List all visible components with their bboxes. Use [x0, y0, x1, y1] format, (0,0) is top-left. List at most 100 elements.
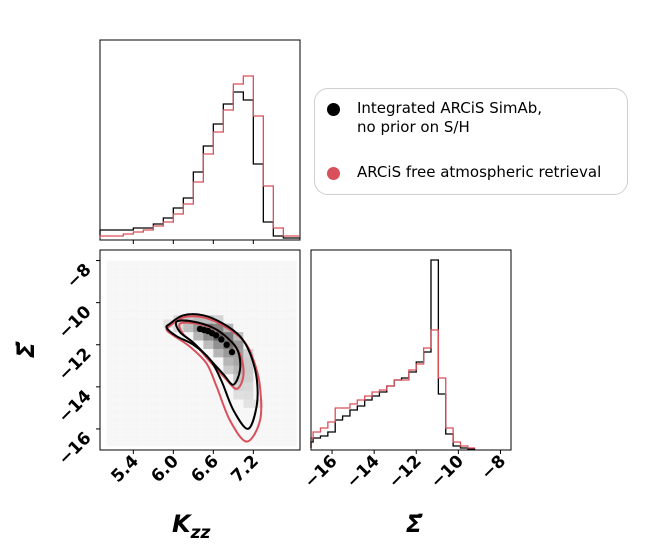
- density-background-cell: [127, 387, 137, 396]
- density-background-cell: [187, 362, 197, 371]
- density-background-cell: [157, 303, 167, 312]
- density-background-cell: [217, 303, 227, 312]
- density-background-cell: [267, 370, 277, 379]
- density-background-cell: [107, 328, 117, 337]
- density-background-cell: [127, 353, 137, 362]
- density-cell: [203, 340, 214, 349]
- density-background-cell: [127, 336, 137, 345]
- density-cell: [233, 340, 244, 349]
- density-background-cell: [137, 311, 147, 320]
- density-background-cell: [197, 378, 207, 387]
- density-background-cell: [157, 429, 167, 438]
- x-tick-label-sigma-dot: −10: [427, 451, 468, 492]
- density-background-cell: [137, 395, 147, 404]
- density-background-cell: [147, 311, 157, 320]
- density-background-cell: [187, 303, 197, 312]
- density-background-cell: [107, 353, 117, 362]
- density-background-cell: [217, 269, 227, 278]
- density-background-cell: [177, 269, 187, 278]
- density-background-cell: [117, 429, 127, 438]
- density-background-cell: [267, 303, 277, 312]
- density-background-cell: [267, 311, 277, 320]
- density-background-cell: [117, 294, 127, 303]
- density-background-cell: [267, 294, 277, 303]
- density-background-cell: [157, 362, 167, 371]
- density-background-cell: [117, 303, 127, 312]
- density-background-cell: [137, 269, 147, 278]
- density-background-cell: [147, 336, 157, 345]
- density-background-cell: [147, 437, 157, 446]
- density-background-cell: [277, 345, 287, 354]
- density-background-cell: [287, 437, 297, 446]
- density-cell: [213, 340, 224, 349]
- density-background-cell: [157, 395, 167, 404]
- density-background-cell: [187, 269, 197, 278]
- x-tick-label-sigma-dot: −12: [385, 451, 426, 492]
- density-background-cell: [157, 437, 167, 446]
- density-background-cell: [277, 294, 287, 303]
- density-background-cell: [287, 421, 297, 430]
- density-background-cell: [177, 345, 187, 354]
- density-background-cell: [117, 269, 127, 278]
- density-background-cell: [147, 362, 157, 371]
- density-cell: [183, 315, 194, 324]
- density-background-cell: [287, 362, 297, 371]
- contour-outer-free-retrieval: [165, 315, 263, 443]
- density-background-cell: [167, 277, 177, 286]
- density-background-cell: [277, 370, 287, 379]
- density-background-cell: [137, 370, 147, 379]
- density-background-cell: [277, 328, 287, 337]
- density-background-cell: [267, 269, 277, 278]
- density-background-cell: [147, 395, 157, 404]
- density-cell: [243, 365, 254, 375]
- density-background-cell: [237, 294, 247, 303]
- density-background-cell: [277, 286, 287, 295]
- x-tick-label-kzz: 6.6: [187, 451, 222, 486]
- density-background-cell: [167, 437, 177, 446]
- density-background-cell: [107, 269, 117, 278]
- density-background-cell: [157, 378, 167, 387]
- density-background-cell: [177, 378, 187, 387]
- density-background-cell: [187, 378, 197, 387]
- density-background-cell: [217, 437, 227, 446]
- density-background-cell: [257, 261, 267, 270]
- density-background-cell: [167, 286, 177, 295]
- density-background-cell: [267, 328, 277, 337]
- density-background-cell: [277, 311, 287, 320]
- histogram-top-series-1: [99, 91, 300, 239]
- density-background-cell: [287, 336, 297, 345]
- density-background-cell: [167, 370, 177, 379]
- density-background-cell: [157, 421, 167, 430]
- density-background-cell: [207, 277, 217, 286]
- density-background-cell: [277, 319, 287, 328]
- density-background-cell: [267, 387, 277, 396]
- density-background-cell: [157, 404, 167, 413]
- density-background-cell: [277, 404, 287, 413]
- density-background-cell: [207, 261, 217, 270]
- density-background-cell: [287, 269, 297, 278]
- density-background-cell: [137, 277, 147, 286]
- density-background-cell: [227, 277, 237, 286]
- density-background-cell: [147, 303, 157, 312]
- density-background-cell: [117, 437, 127, 446]
- density-background-cell: [137, 345, 147, 354]
- density-background-cell: [237, 311, 247, 320]
- density-background-cell: [257, 437, 267, 446]
- density-background-cell: [127, 370, 137, 379]
- density-background-cell: [197, 370, 207, 379]
- density-background-cell: [177, 370, 187, 379]
- density-background-cell: [127, 345, 137, 354]
- density-background-cell: [217, 294, 227, 303]
- density-background-cell: [147, 269, 157, 278]
- density-background-cell: [207, 395, 217, 404]
- density-background-cell: [237, 286, 247, 295]
- density-background-cell: [177, 395, 187, 404]
- panel-bottom-right-frame: [310, 249, 512, 451]
- density-background-cell: [197, 303, 207, 312]
- x-tick-label-sigma-dot: −16: [301, 451, 342, 492]
- density-background-cell: [187, 412, 197, 421]
- density-background-cell: [207, 421, 217, 430]
- density-background-cell: [137, 328, 147, 337]
- density-background-cell: [107, 378, 117, 387]
